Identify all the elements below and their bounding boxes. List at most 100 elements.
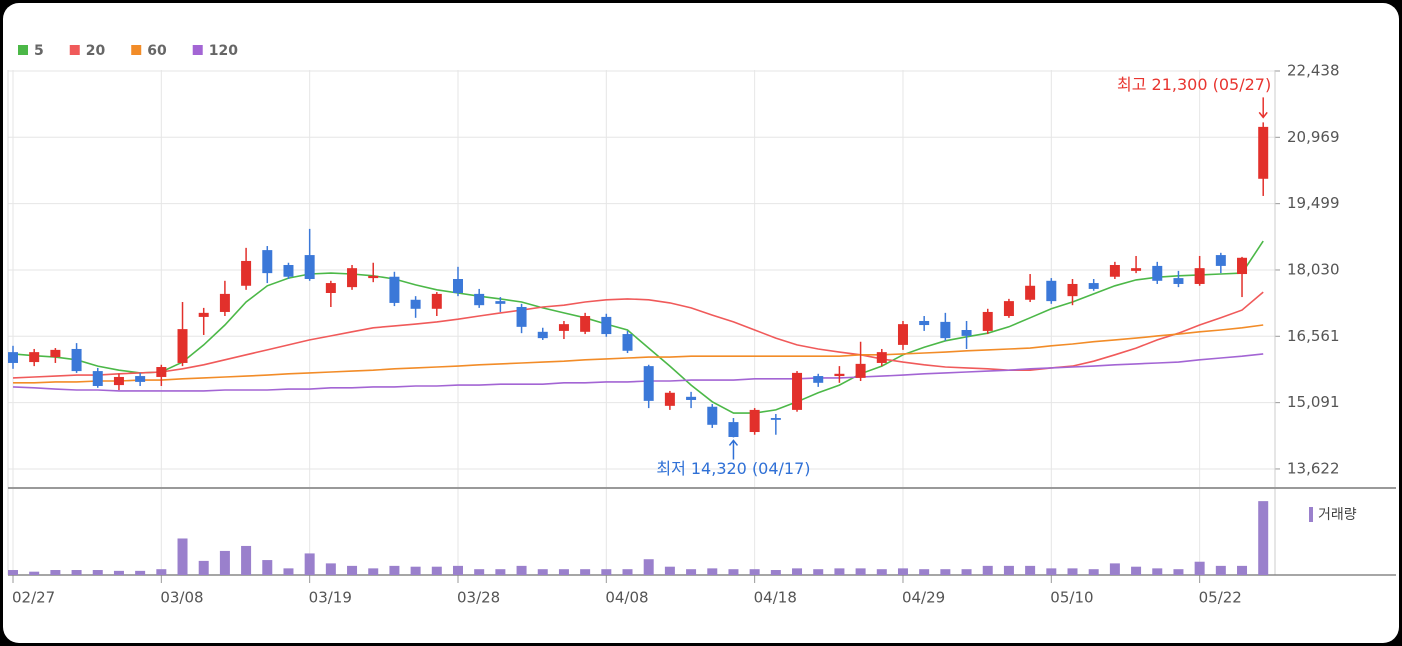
x-tick-label: 04/08: [605, 589, 648, 607]
volume-bar: [135, 570, 146, 575]
volume-bar: [728, 569, 739, 575]
candle-body: [219, 293, 230, 312]
x-tick-label: 04/18: [754, 589, 797, 607]
volume-bar: [919, 569, 930, 575]
candle-body: [452, 279, 463, 293]
volume-bar: [410, 566, 421, 575]
candle-body: [855, 363, 866, 378]
candle-body: [29, 352, 40, 363]
candle-body: [961, 330, 972, 336]
ma-line: [13, 324, 1264, 384]
candle-body: [664, 392, 675, 406]
candle-body: [431, 293, 442, 309]
candle-body: [368, 275, 379, 279]
volume-bar: [283, 568, 294, 575]
candle-body: [897, 324, 908, 345]
candle-body: [495, 301, 506, 304]
candle-body: [537, 331, 548, 339]
volume-bar: [558, 569, 569, 575]
ma-line: [12, 240, 1264, 414]
x-tick-label: 05/22: [1199, 589, 1242, 607]
candle-body: [622, 334, 633, 351]
legend-swatch: [192, 45, 203, 55]
volume-bar: [876, 569, 887, 575]
volume-bar: [1003, 565, 1014, 575]
candle-body: [770, 418, 781, 420]
volume-bar: [770, 570, 781, 575]
candle-body: [601, 316, 612, 335]
volume-bar: [1237, 565, 1248, 575]
candle-body: [389, 276, 400, 303]
legend-swatch: [131, 45, 142, 55]
candle-body: [283, 265, 294, 277]
x-tick-label: 02/27: [12, 589, 55, 607]
volume-bar: [474, 569, 485, 575]
legend-label: 60: [147, 43, 167, 59]
annotation-arrow: [1258, 97, 1268, 119]
ma-line: [12, 353, 1264, 392]
volume-bar: [177, 538, 188, 575]
candle-body: [1003, 301, 1014, 317]
volume-bar: [389, 565, 400, 575]
volume-bar: [1258, 501, 1269, 575]
x-tick-label: 03/08: [160, 589, 203, 607]
volume-bar: [495, 569, 506, 575]
volume-bar: [707, 568, 718, 575]
volume-bar: [325, 563, 336, 575]
volume-bar: [1215, 565, 1226, 575]
y-tick-label: 20,969: [1287, 128, 1340, 146]
volume-bar: [71, 570, 82, 575]
legend-label: 20: [86, 43, 106, 59]
candle-body: [1109, 265, 1120, 277]
candle-body: [728, 422, 739, 437]
volume-bar: [982, 565, 993, 575]
volume-bar: [1067, 568, 1078, 575]
candle-body: [177, 329, 188, 363]
candle-body: [1131, 268, 1142, 271]
volume-bar: [1152, 568, 1163, 575]
legend-label: 120: [209, 43, 238, 59]
volume-bar: [304, 553, 315, 575]
candle-body: [1152, 265, 1163, 281]
x-tick-label: 03/28: [457, 589, 500, 607]
annotation-low: 최저 14,320 (04/17): [656, 459, 810, 478]
candle-body: [92, 371, 103, 386]
candle-body: [1258, 126, 1269, 179]
volume-bar: [431, 566, 442, 575]
volume-bar: [1025, 565, 1036, 575]
candle-body: [876, 352, 887, 363]
candle-body: [940, 321, 951, 339]
volume-bar: [792, 568, 803, 575]
volume-bar: [8, 570, 18, 575]
candle-body: [1237, 257, 1248, 275]
y-tick-label: 22,438: [1287, 61, 1340, 79]
legend-swatch: [18, 45, 28, 55]
candle-body: [71, 348, 82, 372]
legend-label: 거래량: [1318, 507, 1357, 523]
candle-body: [135, 376, 146, 382]
candle-body: [643, 366, 654, 401]
candle-body: [1025, 285, 1036, 300]
volume-bar: [749, 569, 760, 575]
volume-bar: [601, 569, 612, 575]
volume-bar: [1046, 568, 1057, 575]
x-tick-label: 04/29: [902, 589, 945, 607]
candle-body: [1088, 283, 1099, 289]
volume-bar: [516, 565, 527, 575]
candle-body: [749, 409, 760, 433]
volume-bar: [1173, 569, 1184, 575]
candle-body: [1215, 255, 1226, 266]
candle-body: [1046, 280, 1057, 302]
candle-body: [262, 250, 273, 274]
volume-bar: [686, 569, 697, 575]
candle-body: [707, 406, 718, 425]
volume-bar: [113, 570, 124, 575]
candle-body: [198, 312, 209, 317]
volume-bar: [580, 569, 591, 575]
volume-bar: [50, 570, 61, 575]
volume-bar: [368, 568, 379, 575]
panel: [3, 3, 1399, 643]
volume-bar: [219, 550, 230, 575]
annotation-arrow: [728, 439, 739, 460]
